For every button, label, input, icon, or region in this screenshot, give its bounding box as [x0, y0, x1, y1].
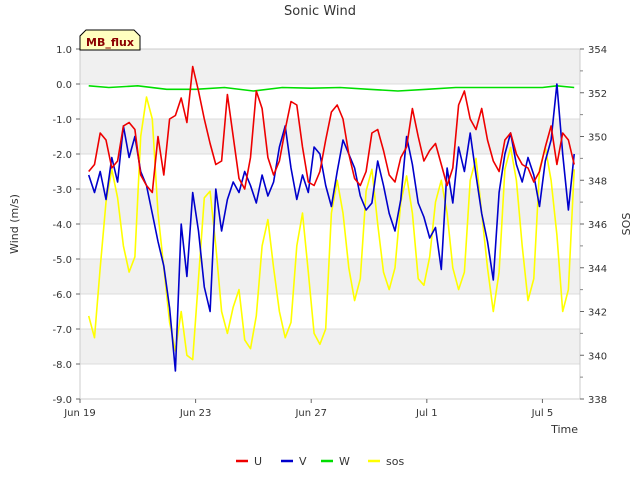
series-layer [87, 65, 575, 372]
x-axis-label: Time [550, 423, 578, 436]
chart-title: Sonic Wind [284, 4, 356, 19]
y2-tick-label: 338 [588, 395, 607, 406]
y2-tick-label: 354 [588, 45, 607, 56]
y-tick-label: -3.0 [52, 185, 72, 196]
y-tick-label: -6.0 [52, 290, 72, 301]
series-line-w [88, 85, 575, 92]
legend-label-sos: sos [386, 455, 404, 468]
background-band [80, 189, 580, 224]
y-tick-label: -7.0 [52, 325, 72, 336]
y-tick-label: -8.0 [52, 360, 72, 371]
series-line-sos [87, 96, 575, 361]
y-tick-label: 1.0 [56, 45, 72, 56]
y2-tick-label: 346 [588, 220, 607, 231]
x-tick-label: Jun 23 [179, 408, 212, 419]
y2-axis-label: SOS [620, 213, 633, 236]
legend-label-w: W [339, 455, 350, 468]
background-band [80, 49, 580, 84]
legend-label-v: V [299, 455, 307, 468]
series-line-u [88, 65, 575, 194]
mb-flux-badge: MB_flux [79, 29, 141, 51]
y2-tick-label: 348 [588, 176, 607, 187]
y-tick-label: -5.0 [52, 255, 72, 266]
badge-label: MB_flux [86, 36, 134, 49]
y2-tick-label: 352 [588, 89, 607, 100]
y2-tick-label: 344 [588, 264, 607, 275]
background-bands [80, 49, 580, 364]
axes: 1.0 0.0 -1.0 -2.0 -3.0 -4.0 -5.0 -6.0 -7.0 -8.0 -9… [52, 45, 607, 419]
y-tick-label: -2.0 [52, 150, 72, 161]
y-tick-label: -9.0 [52, 395, 72, 406]
x-tick-label: Jul 1 [415, 408, 438, 419]
x-tick-label: Jul 5 [531, 408, 554, 419]
y2-tick-label: 350 [588, 133, 607, 144]
y2-tick-label: 342 [588, 308, 607, 319]
x-tick-label: Jun 27 [294, 408, 327, 419]
background-band [80, 259, 580, 294]
y-tick-label: 0.0 [56, 80, 72, 91]
background-band [80, 119, 580, 154]
y2-tick-label: 340 [588, 351, 607, 362]
series-line-v [87, 83, 575, 372]
background-band [80, 329, 580, 364]
x-tick-label: Jun 19 [63, 408, 96, 419]
y-axis-label: Wind (m/s) [8, 194, 21, 254]
y-tick-label: -1.0 [52, 115, 72, 126]
y-tick-label: -4.0 [52, 220, 72, 231]
legend-label-u: U [254, 455, 262, 468]
